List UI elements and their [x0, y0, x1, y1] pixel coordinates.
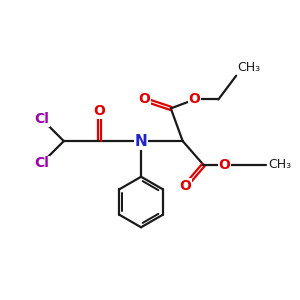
Text: Cl: Cl — [34, 156, 49, 170]
Text: CH₃: CH₃ — [268, 158, 291, 171]
Text: O: O — [189, 92, 200, 106]
Text: O: O — [94, 104, 105, 118]
Text: CH₃: CH₃ — [238, 61, 261, 74]
Text: N: N — [135, 134, 148, 148]
Text: O: O — [218, 158, 230, 172]
Text: Cl: Cl — [34, 112, 49, 126]
Text: O: O — [138, 92, 150, 106]
Text: O: O — [180, 179, 192, 193]
